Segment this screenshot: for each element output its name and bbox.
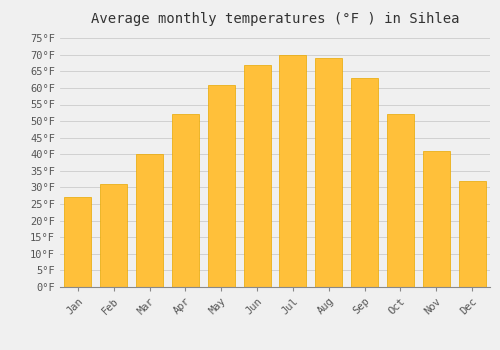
Bar: [316, 58, 342, 287]
Title: Average monthly temperatures (°F ) in Sihlea: Average monthly temperatures (°F ) in Si…: [91, 12, 459, 26]
Bar: [351, 78, 378, 287]
Bar: [423, 151, 450, 287]
Bar: [387, 114, 414, 287]
Bar: [280, 55, 306, 287]
Bar: [64, 197, 92, 287]
Bar: [244, 65, 270, 287]
Bar: [208, 85, 234, 287]
Bar: [136, 154, 163, 287]
Bar: [172, 114, 199, 287]
Bar: [100, 184, 127, 287]
Bar: [458, 181, 485, 287]
